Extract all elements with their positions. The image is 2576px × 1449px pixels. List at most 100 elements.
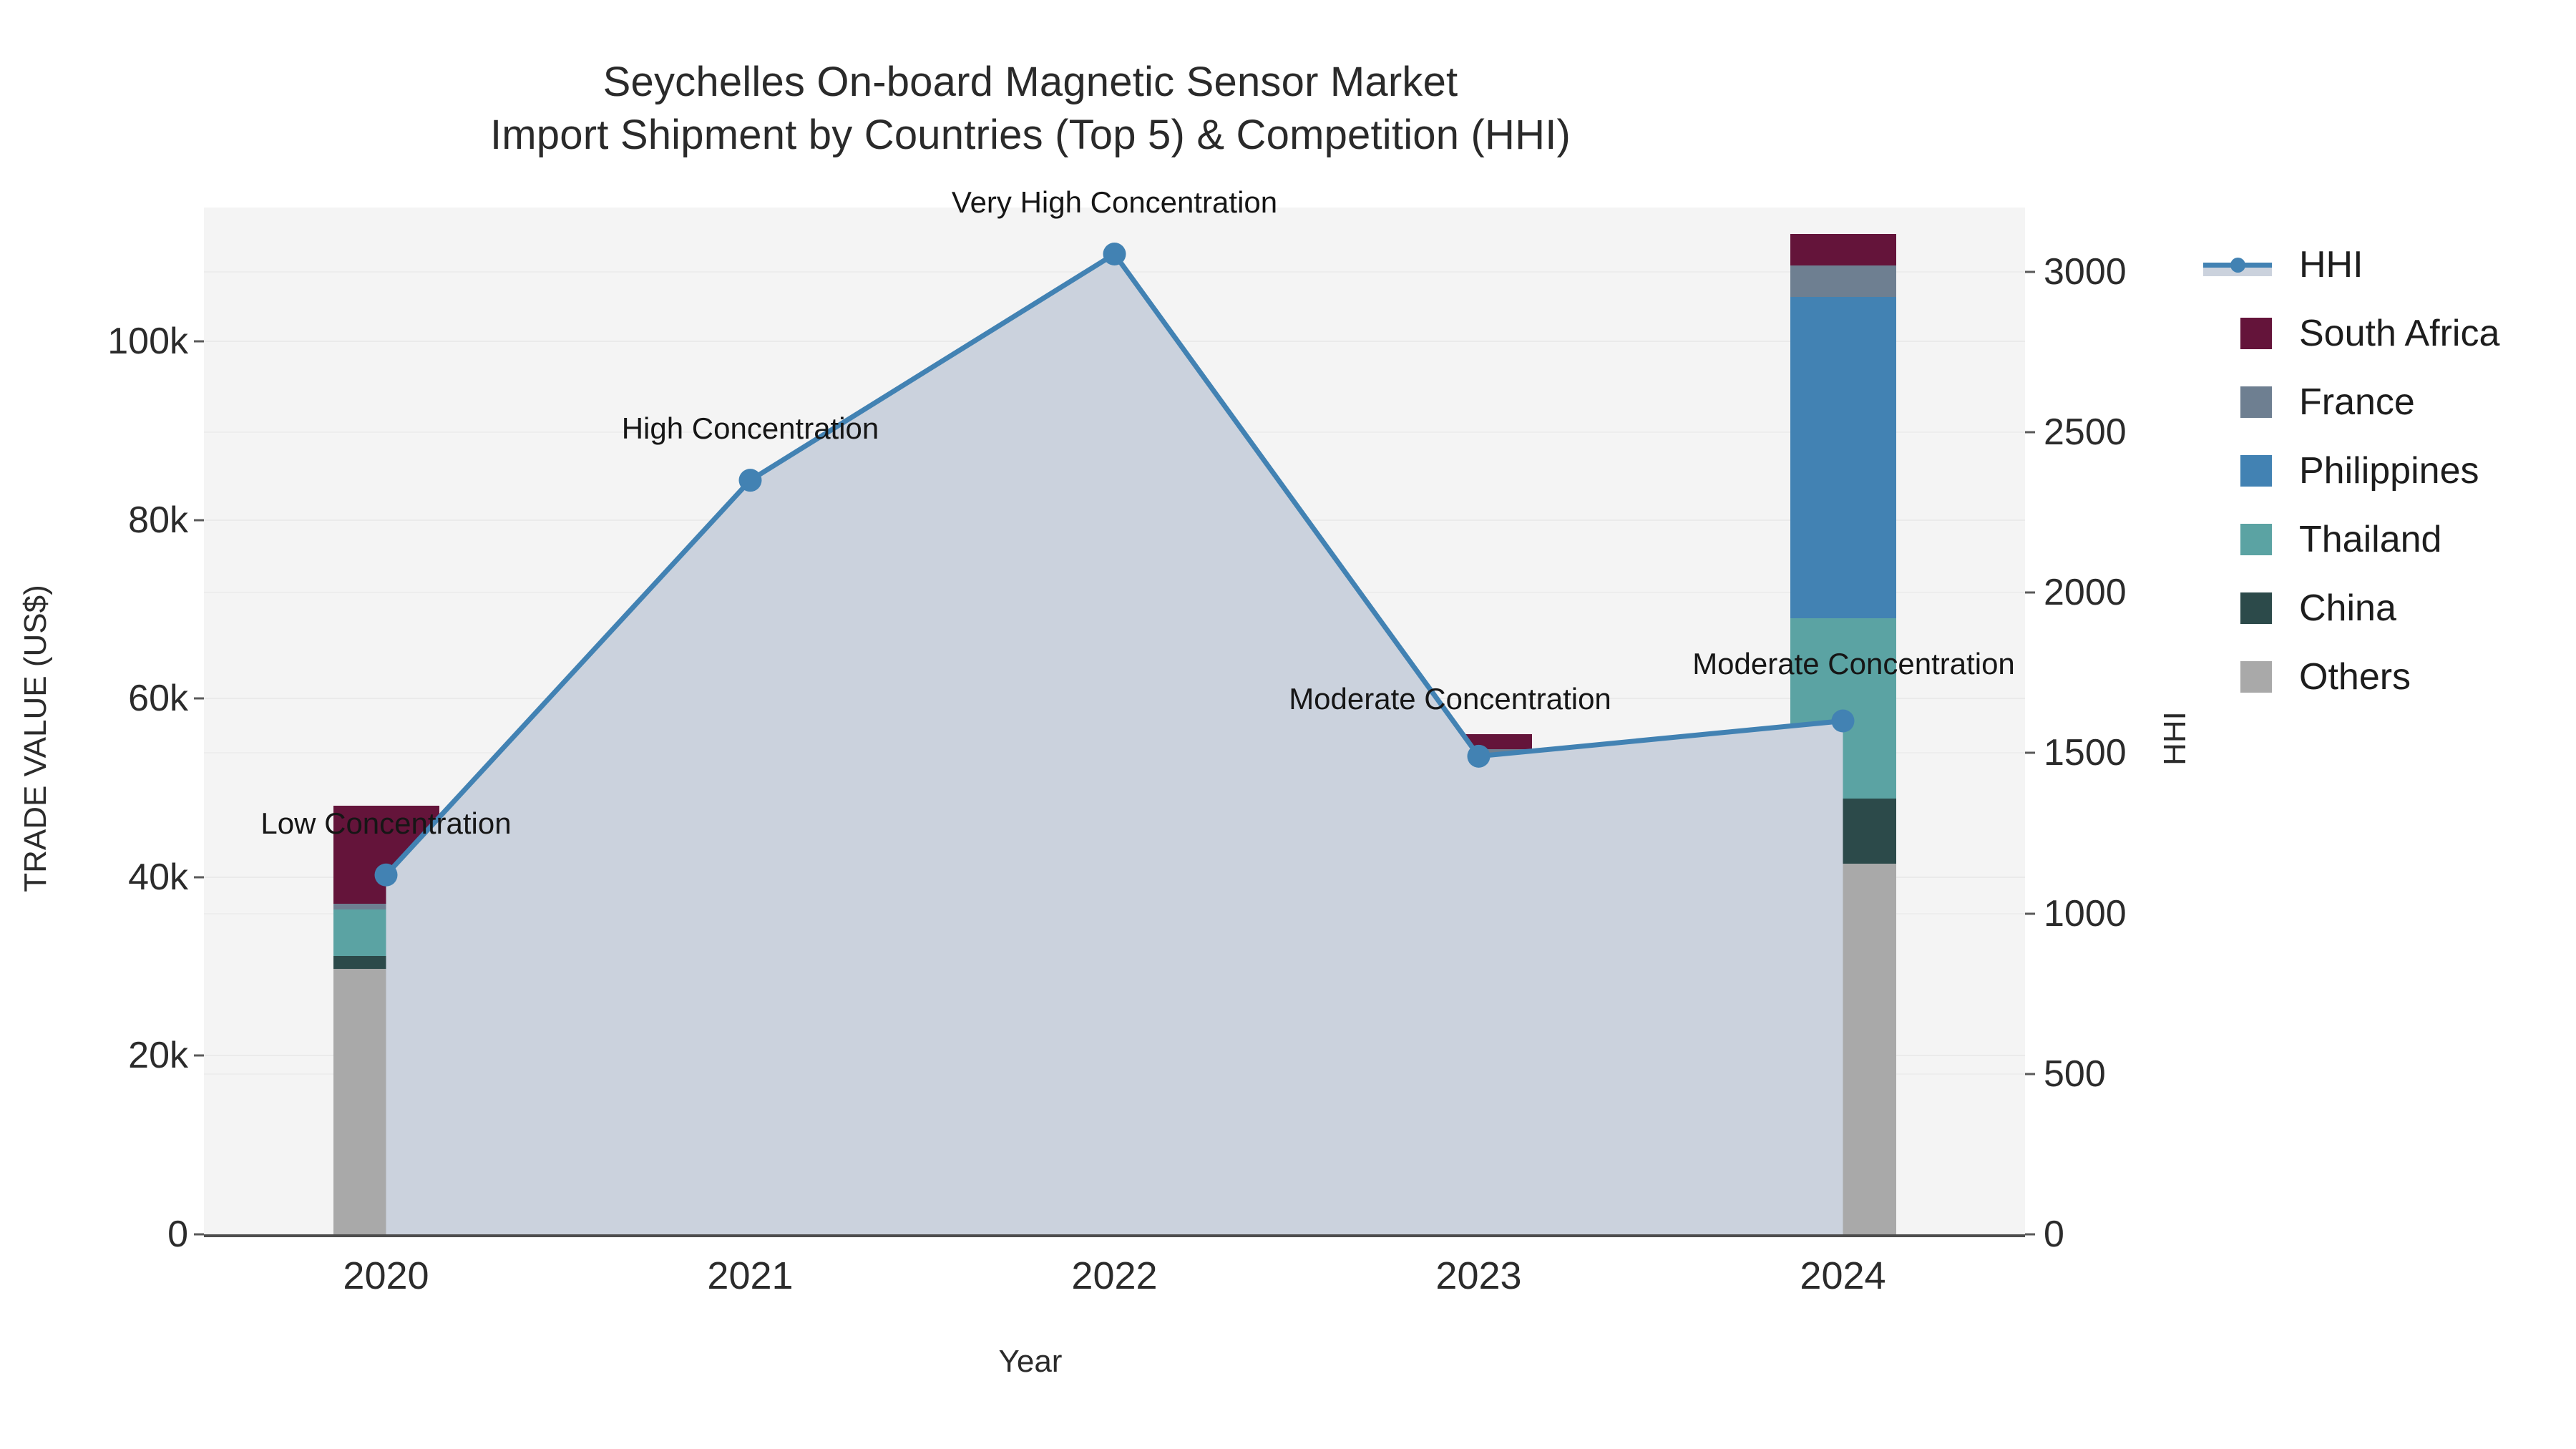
bar-segment[interactable] [1790, 799, 1896, 864]
y-axis-left-tick-label: 20k [128, 1035, 188, 1077]
bar-segment[interactable] [1790, 864, 1896, 1234]
bar-segment[interactable] [697, 1091, 804, 1123]
y-axis-right-tick-label: 1000 [2044, 892, 2127, 935]
bar-segment[interactable] [333, 909, 439, 956]
gridline [204, 592, 2025, 594]
plot-area: Low Concentration High Concentration Very … [204, 185, 2025, 1235]
legend-item[interactable]: South Africa [2222, 299, 2576, 368]
gridline [204, 431, 2025, 433]
gridline [204, 752, 2025, 754]
y-axis-right: 0 500 1000 1500 2000 2500 3000 [2025, 208, 2240, 1255]
y-axis-right-tick-mark [2025, 591, 2035, 594]
bar-segment[interactable] [1425, 749, 1532, 826]
bar-segment[interactable] [697, 1085, 804, 1092]
legend-color-swatch [2240, 592, 2272, 624]
y-axis-left-tick-mark [194, 1054, 204, 1057]
x-axis-tick-label: 2020 [343, 1254, 429, 1297]
legend-item-label: Others [2299, 656, 2411, 698]
x-axis-title: Year [998, 1344, 1063, 1379]
concentration-annotation: Moderate Concentration [1692, 646, 2015, 680]
hhi-line [384, 251, 1845, 878]
legend-line-icon [2203, 249, 2272, 280]
legend-item-label: France [2299, 381, 2415, 423]
legend-item[interactable]: Thailand [2222, 505, 2576, 574]
gridline [204, 341, 2025, 343]
bar-segment[interactable] [697, 1123, 804, 1234]
bar-segment[interactable] [333, 955, 439, 970]
y-axis-left-tick-label: 0 [167, 1214, 188, 1255]
y-axis-left-tick-mark [194, 1233, 204, 1236]
y-axis-right-tick-label: 3000 [2044, 250, 2127, 293]
x-axis-tick-label: 2024 [1800, 1254, 1886, 1297]
legend-item[interactable]: France [2222, 368, 2576, 436]
y-axis-right-tick-label: 1500 [2044, 732, 2127, 774]
y-axis-left-tick-label: 80k [128, 499, 188, 541]
x-axis-tick-label: 2022 [1071, 1254, 1158, 1297]
bar-segment[interactable] [697, 1080, 804, 1086]
bar-segment[interactable] [697, 908, 804, 1080]
concentration-annotation: Moderate Concentration [1289, 681, 1611, 716]
bar-segment[interactable] [333, 904, 439, 909]
x-axis-line [204, 1234, 2025, 1237]
bar-segment[interactable] [697, 886, 804, 909]
y-axis-left-tick-label: 40k [128, 856, 188, 898]
chart-title-block: Seychelles On-board Magnetic Sensor Mark… [0, 56, 2061, 162]
bar-segment[interactable] [1061, 832, 1168, 839]
legend-item[interactable]: Philippines [2222, 436, 2576, 505]
y-axis-left: 0 20k 40k 60k 80k 100k [0, 208, 204, 1255]
bar-segment[interactable] [1061, 877, 1168, 928]
legend-color-swatch [2240, 318, 2272, 349]
legend-color-swatch [2240, 661, 2272, 693]
bar-segment[interactable] [1425, 828, 1532, 931]
hhi-data-point[interactable] [1103, 243, 1126, 266]
chart-title: Seychelles On-board Magnetic Sensor Mark… [602, 59, 1458, 105]
y-axis-right-tick-label: 0 [2044, 1214, 2064, 1255]
legend-item-label: South Africa [2299, 313, 2500, 354]
y-axis-right-tick-label: 2000 [2044, 572, 2127, 614]
hhi-markers [374, 243, 1855, 887]
concentration-annotation: Low Concentration [260, 806, 512, 840]
y-axis-left-tick-label: 100k [107, 321, 188, 363]
bar-segment[interactable] [1061, 839, 1168, 877]
bar-segment[interactable] [1790, 265, 1896, 297]
gridline [204, 270, 2025, 273]
chart-subtitle: Import Shipment by Countries (Top 5) & C… [489, 112, 1571, 159]
concentration-annotation: High Concentration [621, 411, 879, 446]
x-axis-tick-label: 2023 [1435, 1254, 1522, 1297]
bar-segment[interactable] [1790, 234, 1896, 266]
y-axis-right-tick-mark [2025, 751, 2035, 754]
y-axis-right-tick-mark [2025, 912, 2035, 915]
bar-segment[interactable] [1790, 296, 1896, 618]
legend-item-label: Thailand [2299, 519, 2442, 560]
bar-segment[interactable] [1425, 734, 1532, 750]
legend-item-label: Philippines [2299, 450, 2479, 492]
y-axis-right-title: HHI [2157, 711, 2192, 766]
y-axis-left-tick-label: 60k [128, 678, 188, 720]
bar-segment[interactable] [333, 969, 439, 1234]
chart-legend: HHI South Africa France Philippines Thailand… [2203, 230, 2576, 711]
y-axis-left-tick-mark [194, 519, 204, 522]
y-axis-right-tick-mark [2025, 1233, 2035, 1236]
legend-color-swatch [2240, 455, 2272, 487]
legend-item-label: China [2299, 587, 2396, 629]
legend-item[interactable]: HHI [2203, 230, 2576, 299]
y-axis-left-title: TRADE VALUE (US$) [18, 585, 53, 892]
hhi-data-point[interactable] [738, 469, 762, 492]
bar-segment[interactable] [1061, 1156, 1168, 1234]
legend-item[interactable]: Others [2222, 643, 2576, 711]
legend-item[interactable]: China [2222, 574, 2576, 643]
bar-segment[interactable] [1061, 927, 1168, 1156]
y-axis-right-tick-mark [2025, 270, 2035, 273]
concentration-annotation: Very High Concentration [951, 185, 1278, 220]
bar-segment[interactable] [1425, 825, 1532, 829]
bar-segment[interactable] [1425, 1055, 1532, 1234]
x-axis-tick-label: 2021 [707, 1254, 794, 1297]
bar-segment[interactable] [1425, 930, 1532, 1056]
gridline [204, 698, 2025, 700]
y-axis-left-tick-mark [194, 340, 204, 343]
bar-segment[interactable] [1790, 618, 1896, 799]
legend-line-dot [2230, 258, 2245, 273]
y-axis-right-tick-mark [2025, 431, 2035, 434]
legend-color-swatch [2240, 386, 2272, 418]
